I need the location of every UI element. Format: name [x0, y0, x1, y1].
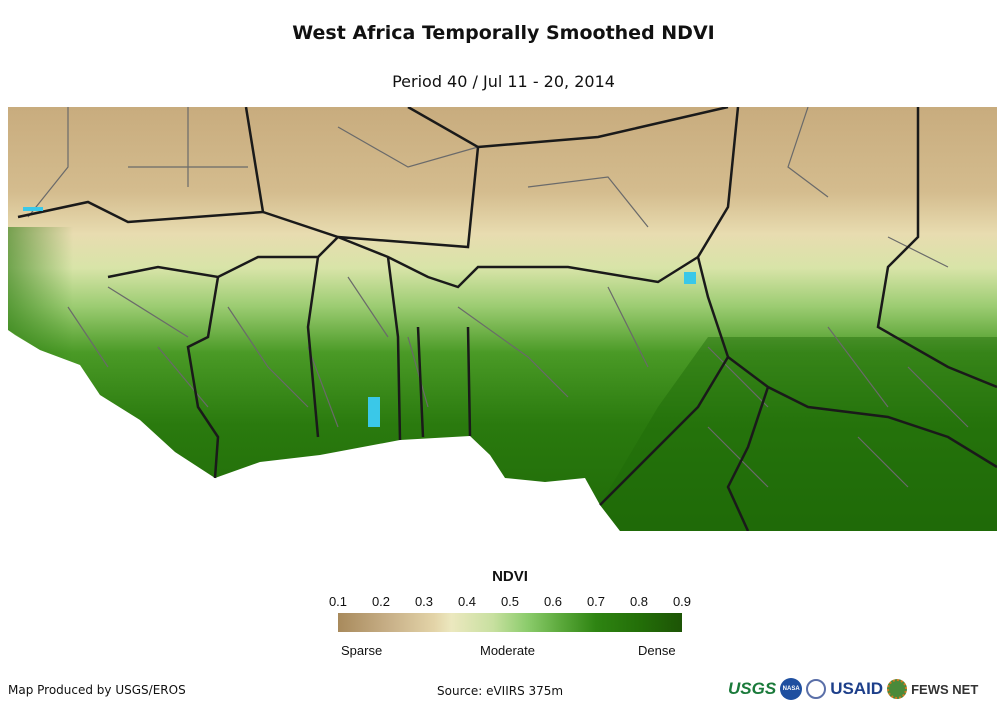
fews-net-logo: FEWS NET [911, 681, 979, 697]
legend-class-moderate: Moderate [480, 643, 535, 658]
fews-net-globe-icon [887, 679, 908, 699]
legend-tick: 0.1 [328, 594, 348, 609]
legend-tick: 0.8 [629, 594, 649, 609]
nasa-logo: NASA [780, 678, 803, 700]
legend-class-dense: Dense [638, 643, 676, 658]
legend-tick: 0.4 [457, 594, 477, 609]
legend-tick: 0.3 [414, 594, 434, 609]
water-bodies [23, 207, 696, 427]
usgs-logo: USGS [728, 679, 777, 698]
legend-color-bar [338, 613, 682, 632]
legend-tick: 0.9 [672, 594, 692, 609]
ndvi-map [8, 107, 997, 531]
legend-tick: 0.7 [586, 594, 606, 609]
legend-class-sparse: Sparse [341, 643, 383, 658]
legend-tick: 0.5 [500, 594, 520, 609]
credit-text: Map Produced by USGS/EROS [8, 683, 186, 697]
nasa-logo-text: NASA [782, 686, 800, 692]
map-title: West Africa Temporally Smoothed NDVI [292, 22, 715, 44]
map-subtitle: Period 40 / Jul 11 - 20, 2014 [392, 72, 615, 91]
partner-logos: USGS NASA USAID FEWS NET [728, 678, 978, 700]
legend-tick: 0.2 [371, 594, 391, 609]
legend-title: NDVI [492, 568, 528, 585]
source-text: Source: eVIIRS 375m [437, 684, 564, 698]
admin-borders [27, 107, 969, 488]
usaid-seal-icon [806, 679, 827, 699]
usaid-logo: USAID [830, 679, 884, 698]
legend-tick: 0.6 [543, 594, 563, 609]
country-borders [17, 107, 997, 531]
